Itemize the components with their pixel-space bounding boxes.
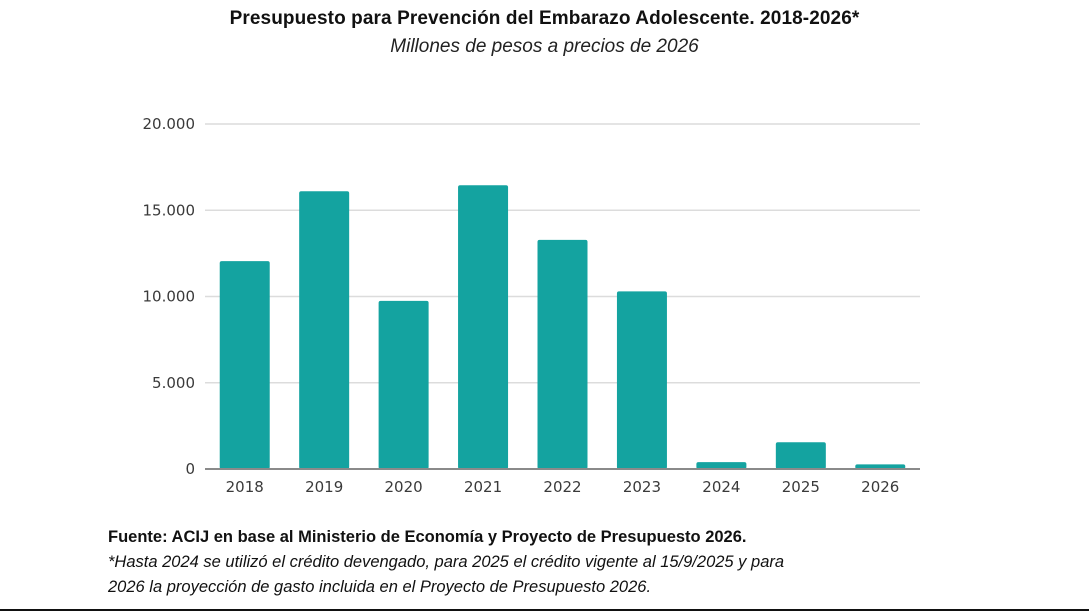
chart-title: Presupuesto para Prevención del Embarazo…	[229, 8, 860, 29]
source-note: Fuente: ACIJ en base al Ministerio de Ec…	[108, 528, 747, 546]
bar-2023	[616, 291, 667, 469]
x-tick-label: 2023	[623, 478, 661, 496]
y-tick-label: 5.000	[152, 374, 195, 392]
x-tick-label: 2024	[702, 478, 740, 496]
footnote-line-1: *Hasta 2024 se utilizó el crédito deveng…	[108, 553, 785, 571]
x-tick-label: 2020	[385, 478, 423, 496]
y-tick-label: 15.000	[143, 201, 196, 219]
bar-2025	[775, 442, 826, 469]
x-tick-label: 2021	[464, 478, 502, 496]
bottom-border	[0, 609, 1089, 611]
bar-2026	[855, 464, 906, 469]
x-tick-label: 2019	[305, 478, 343, 496]
chart-subtitle: Millones de pesos a precios de 2026	[390, 36, 699, 57]
footnote-line-2: 2026 la proyección de gasto incluida en …	[108, 578, 652, 596]
x-axis-tick-labels: 2018 2019 2020 2021 2022 2023 2024 2025 2026	[226, 478, 900, 496]
bars	[219, 185, 906, 470]
x-tick-label: 2018	[226, 478, 264, 496]
x-tick-label: 2026	[861, 478, 899, 496]
bar-2021	[458, 185, 509, 470]
bar-2024	[696, 462, 747, 469]
y-tick-label: 20.000	[143, 115, 196, 133]
chart-footer: Fuente: ACIJ en base al Ministerio de Ec…	[108, 525, 784, 600]
y-tick-label: 0	[185, 460, 195, 478]
y-tick-label: 10.000	[143, 288, 196, 306]
bar-2022	[537, 239, 588, 469]
x-tick-label: 2022	[543, 478, 581, 496]
bar-2020	[378, 300, 429, 469]
bar-2019	[299, 191, 350, 469]
y-axis-tick-labels: 0 5.000 10.000 15.000 20.000	[143, 115, 196, 478]
x-tick-label: 2025	[782, 478, 820, 496]
bar-2018	[219, 261, 270, 469]
